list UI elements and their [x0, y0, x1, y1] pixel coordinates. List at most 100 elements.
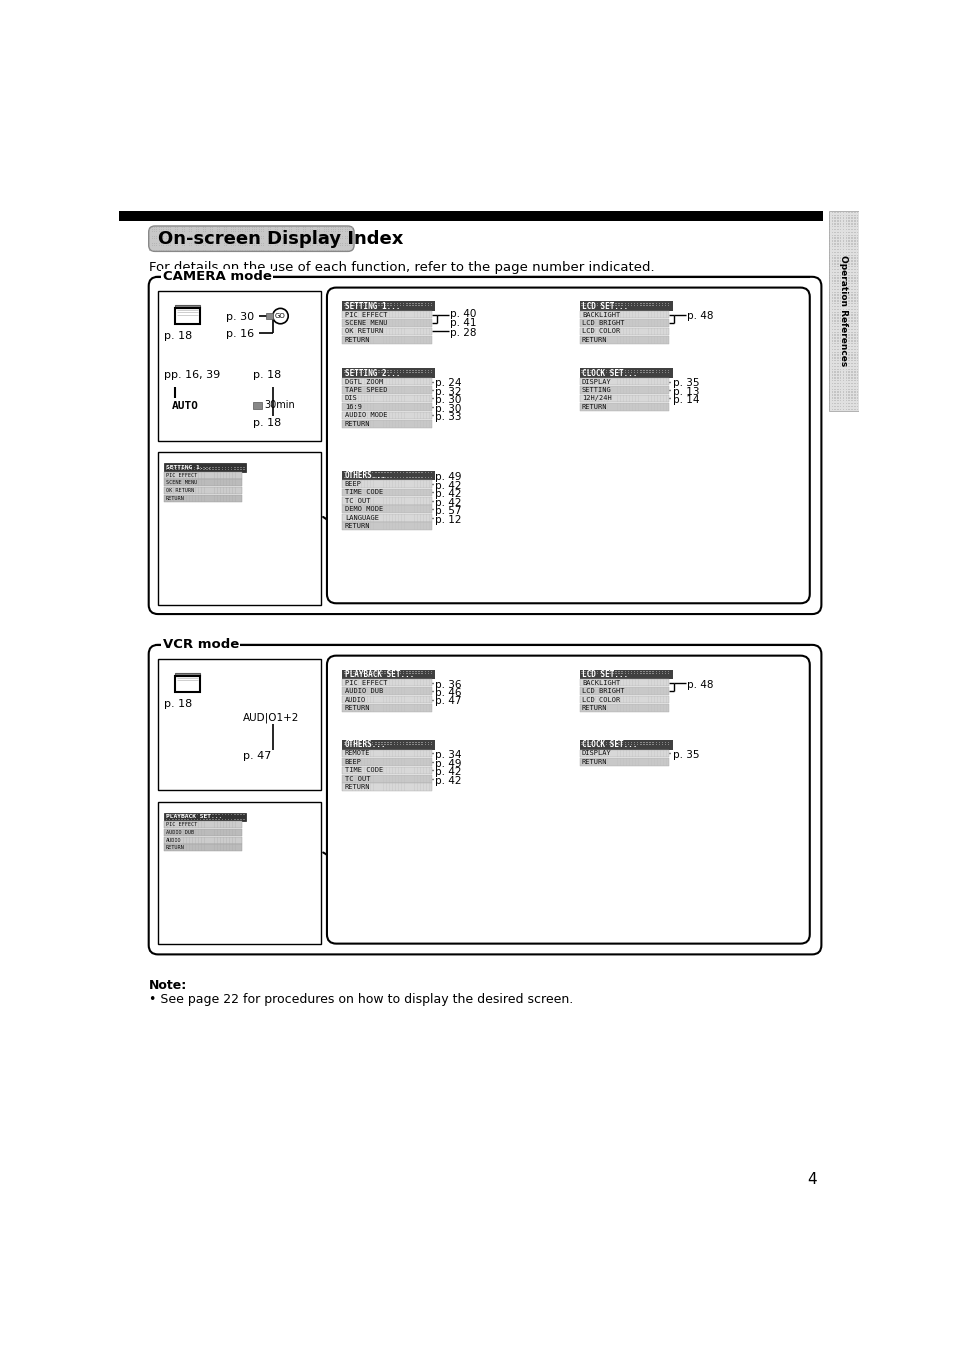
Bar — [579, 311, 668, 319]
Text: TIME CODE: TIME CODE — [344, 767, 382, 773]
Text: CLOCK SET...: CLOCK SET... — [581, 741, 637, 749]
Text: DGTL ZOOM: DGTL ZOOM — [344, 379, 382, 384]
Text: RETURN: RETURN — [344, 784, 370, 790]
Bar — [579, 678, 668, 687]
Bar — [579, 327, 668, 335]
Bar — [174, 673, 199, 676]
Bar — [342, 471, 435, 480]
Text: BACKLIGHT: BACKLIGHT — [581, 312, 619, 318]
Bar — [579, 337, 668, 343]
Text: SCENE MENU: SCENE MENU — [166, 480, 196, 486]
Bar — [164, 829, 241, 836]
Bar — [342, 403, 431, 411]
Text: TC OUT: TC OUT — [344, 776, 370, 782]
Text: AUDIO: AUDIO — [344, 696, 366, 703]
Text: PIC EFFECT: PIC EFFECT — [166, 472, 196, 478]
Bar — [342, 480, 431, 487]
Text: p. 13: p. 13 — [672, 387, 699, 396]
Bar — [342, 337, 431, 343]
Bar — [579, 687, 668, 695]
Bar — [342, 411, 431, 419]
Text: PLAYBACK SET...: PLAYBACK SET... — [166, 814, 222, 820]
Bar — [342, 767, 431, 775]
Text: p. 49: p. 49 — [435, 759, 461, 769]
Text: BACKLIGHT: BACKLIGHT — [581, 680, 619, 685]
Text: LCD SET...: LCD SET... — [581, 301, 627, 311]
Text: p. 42: p. 42 — [435, 767, 461, 778]
Text: GO: GO — [274, 313, 286, 319]
Text: LCD BRIGHT: LCD BRIGHT — [581, 688, 624, 693]
Text: VCR mode: VCR mode — [162, 638, 238, 651]
Bar — [342, 669, 435, 678]
Text: p. 36: p. 36 — [435, 680, 461, 689]
Bar — [342, 759, 431, 765]
Text: RETURN: RETURN — [344, 706, 370, 711]
Text: p. 16: p. 16 — [226, 330, 254, 339]
Text: p. 48: p. 48 — [686, 680, 713, 689]
Text: p. 42: p. 42 — [435, 490, 461, 499]
Bar — [164, 487, 241, 494]
Text: p. 46: p. 46 — [435, 688, 461, 697]
Bar — [342, 311, 431, 319]
Bar — [579, 759, 668, 765]
Bar — [164, 463, 245, 472]
Bar — [342, 301, 435, 311]
Text: TC OUT: TC OUT — [344, 498, 370, 503]
FancyBboxPatch shape — [327, 655, 809, 943]
Bar — [164, 479, 241, 486]
Bar — [579, 741, 672, 749]
Text: SETTING 2...: SETTING 2... — [344, 369, 400, 377]
Bar — [342, 514, 431, 521]
Text: LCD BRIGHT: LCD BRIGHT — [581, 320, 624, 326]
Text: OTHERS...: OTHERS... — [344, 741, 386, 749]
Bar — [164, 821, 241, 828]
Text: p. 14: p. 14 — [672, 395, 699, 406]
Text: SETTING 1...: SETTING 1... — [344, 301, 400, 311]
Bar — [164, 836, 241, 844]
Text: TAPE SPEED: TAPE SPEED — [344, 387, 387, 394]
Bar — [342, 395, 431, 402]
Text: BEEP: BEEP — [344, 759, 361, 765]
Bar — [164, 495, 241, 502]
Bar — [579, 387, 668, 394]
Text: 4: 4 — [806, 1172, 816, 1187]
Text: OK RETURN: OK RETURN — [344, 328, 382, 334]
Text: • See page 22 for procedures on how to display the desired screen.: • See page 22 for procedures on how to d… — [149, 993, 573, 1006]
Text: p. 48: p. 48 — [686, 312, 713, 322]
Text: REMOTE: REMOTE — [344, 750, 370, 756]
Text: AUDIO: AUDIO — [166, 837, 181, 843]
Text: LCD COLOR: LCD COLOR — [581, 696, 619, 703]
Text: AUDIO DUB: AUDIO DUB — [166, 830, 193, 835]
Bar — [164, 813, 245, 821]
Bar — [579, 301, 672, 311]
Text: p. 30: p. 30 — [435, 404, 461, 414]
Text: 12H/24H: 12H/24H — [581, 395, 611, 402]
Bar — [342, 327, 431, 335]
Bar — [119, 210, 822, 221]
Bar — [158, 802, 320, 944]
Text: DISPLAY: DISPLAY — [581, 379, 611, 384]
Bar — [342, 319, 431, 327]
Bar — [342, 704, 431, 712]
Text: PIC EFFECT: PIC EFFECT — [344, 680, 387, 685]
Text: RETURN: RETURN — [581, 404, 607, 410]
Text: OTHERS...: OTHERS... — [344, 471, 386, 480]
Text: PIC EFFECT: PIC EFFECT — [344, 312, 387, 318]
Text: p. 30: p. 30 — [226, 312, 254, 322]
Text: PLAYBACK SET...: PLAYBACK SET... — [344, 669, 414, 678]
Bar — [174, 304, 199, 308]
Text: SETTING: SETTING — [581, 387, 611, 394]
Text: Operation References: Operation References — [839, 255, 847, 366]
Text: Note:: Note: — [149, 978, 187, 992]
Text: p. 18: p. 18 — [164, 699, 193, 708]
Text: OK RETURN: OK RETURN — [166, 489, 193, 493]
Bar — [342, 687, 431, 695]
Bar — [342, 775, 431, 783]
Text: CAMERA mode: CAMERA mode — [162, 270, 272, 284]
Text: p. 41: p. 41 — [450, 319, 476, 328]
Bar — [342, 678, 431, 687]
Text: p. 42: p. 42 — [435, 776, 461, 786]
Bar — [253, 402, 261, 410]
Text: RETURN: RETURN — [166, 495, 184, 501]
Text: p. 35: p. 35 — [672, 749, 699, 760]
